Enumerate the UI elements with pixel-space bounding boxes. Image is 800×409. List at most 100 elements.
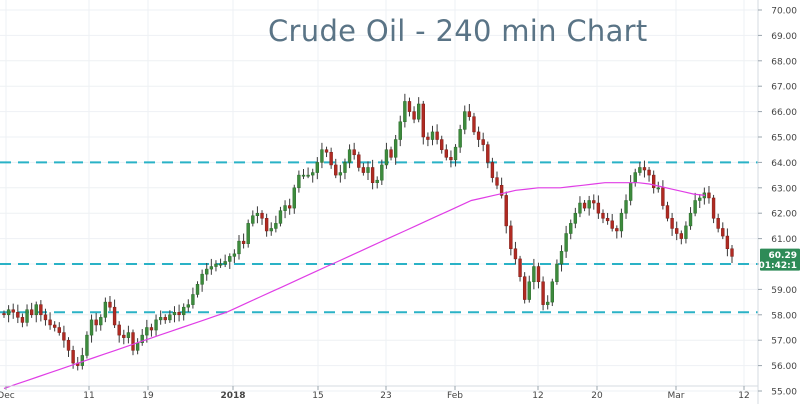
candle [306,174,310,177]
candle [168,314,172,321]
candle [11,309,15,313]
candle [587,200,591,209]
candle [126,332,131,338]
candle [117,324,121,336]
candle [624,200,628,214]
candle [463,111,467,130]
candle [380,164,384,181]
candle [573,212,578,224]
candle [628,182,633,201]
candle [334,164,338,176]
candle [661,187,665,206]
candle [596,202,601,214]
candle [103,301,108,318]
candle [721,228,725,237]
candle [688,212,693,227]
candle [407,101,412,112]
candle [16,312,20,318]
candle [6,309,11,316]
candle [398,121,402,140]
candle [476,131,481,140]
candle [34,304,38,316]
candle [499,185,504,196]
x-tick-label: Feb [447,391,463,401]
candle [716,218,720,229]
candle [601,212,605,219]
moving-average-line [3,182,706,390]
candle [656,187,660,190]
candle [610,220,614,229]
y-tick-label: 66.00 [771,108,797,118]
candle [693,200,697,214]
candle [205,268,209,275]
candle [509,225,513,250]
candle [149,327,154,331]
candle [605,218,610,222]
candle [352,149,356,156]
candle [241,240,246,244]
candle [43,314,48,321]
candle [232,253,237,257]
candle [287,205,292,209]
candle [707,192,711,199]
candle [195,284,200,295]
candle [615,228,619,232]
candle [94,319,98,326]
candle [200,273,204,285]
candle [670,218,674,229]
y-tick-label: 62.00 [771,210,797,220]
candle [651,174,656,189]
candle [638,167,642,173]
candle [675,228,679,234]
candle [393,139,398,158]
candle [57,327,61,333]
candle [311,172,315,176]
y-tick-label: 63.00 [771,184,797,194]
y-tick-label: 65.00 [771,134,797,144]
candle [518,258,522,277]
candle [619,212,624,232]
candle [237,240,241,255]
y-axis: 55.0056.0057.0058.0059.0060.0061.0062.00… [757,0,797,404]
candle [527,281,531,300]
candle [711,197,716,219]
y-tick-label: 68.00 [771,57,797,67]
candle [642,167,647,171]
candle [315,162,319,173]
last-price-label: 60.29 [769,251,797,261]
candle [444,149,449,158]
y-tick-label: 67.00 [771,83,797,93]
candle [440,139,444,150]
x-tick-label: Dec [0,391,15,401]
candle [53,324,57,328]
candle [504,195,508,227]
candle [338,172,343,176]
x-tick-label: 19 [142,391,154,401]
candle [85,334,89,356]
candle [582,202,587,209]
candle [343,162,347,173]
candle [665,205,670,219]
candle [191,294,195,305]
candle [472,116,476,133]
candle [99,317,103,326]
candle [223,261,227,265]
candle [403,101,407,123]
x-tick-label: 11 [83,391,94,401]
candle [449,157,453,161]
candle [370,167,375,183]
candle [255,212,260,216]
candle [292,187,296,209]
candle [214,263,218,267]
candle [467,111,472,117]
candle [140,334,144,343]
time-to-close-label: 01:42:1 [758,261,797,271]
candle [522,276,527,300]
x-tick-label: 23 [380,391,391,401]
candle [458,129,462,148]
candle [177,312,181,316]
candle [62,332,66,341]
